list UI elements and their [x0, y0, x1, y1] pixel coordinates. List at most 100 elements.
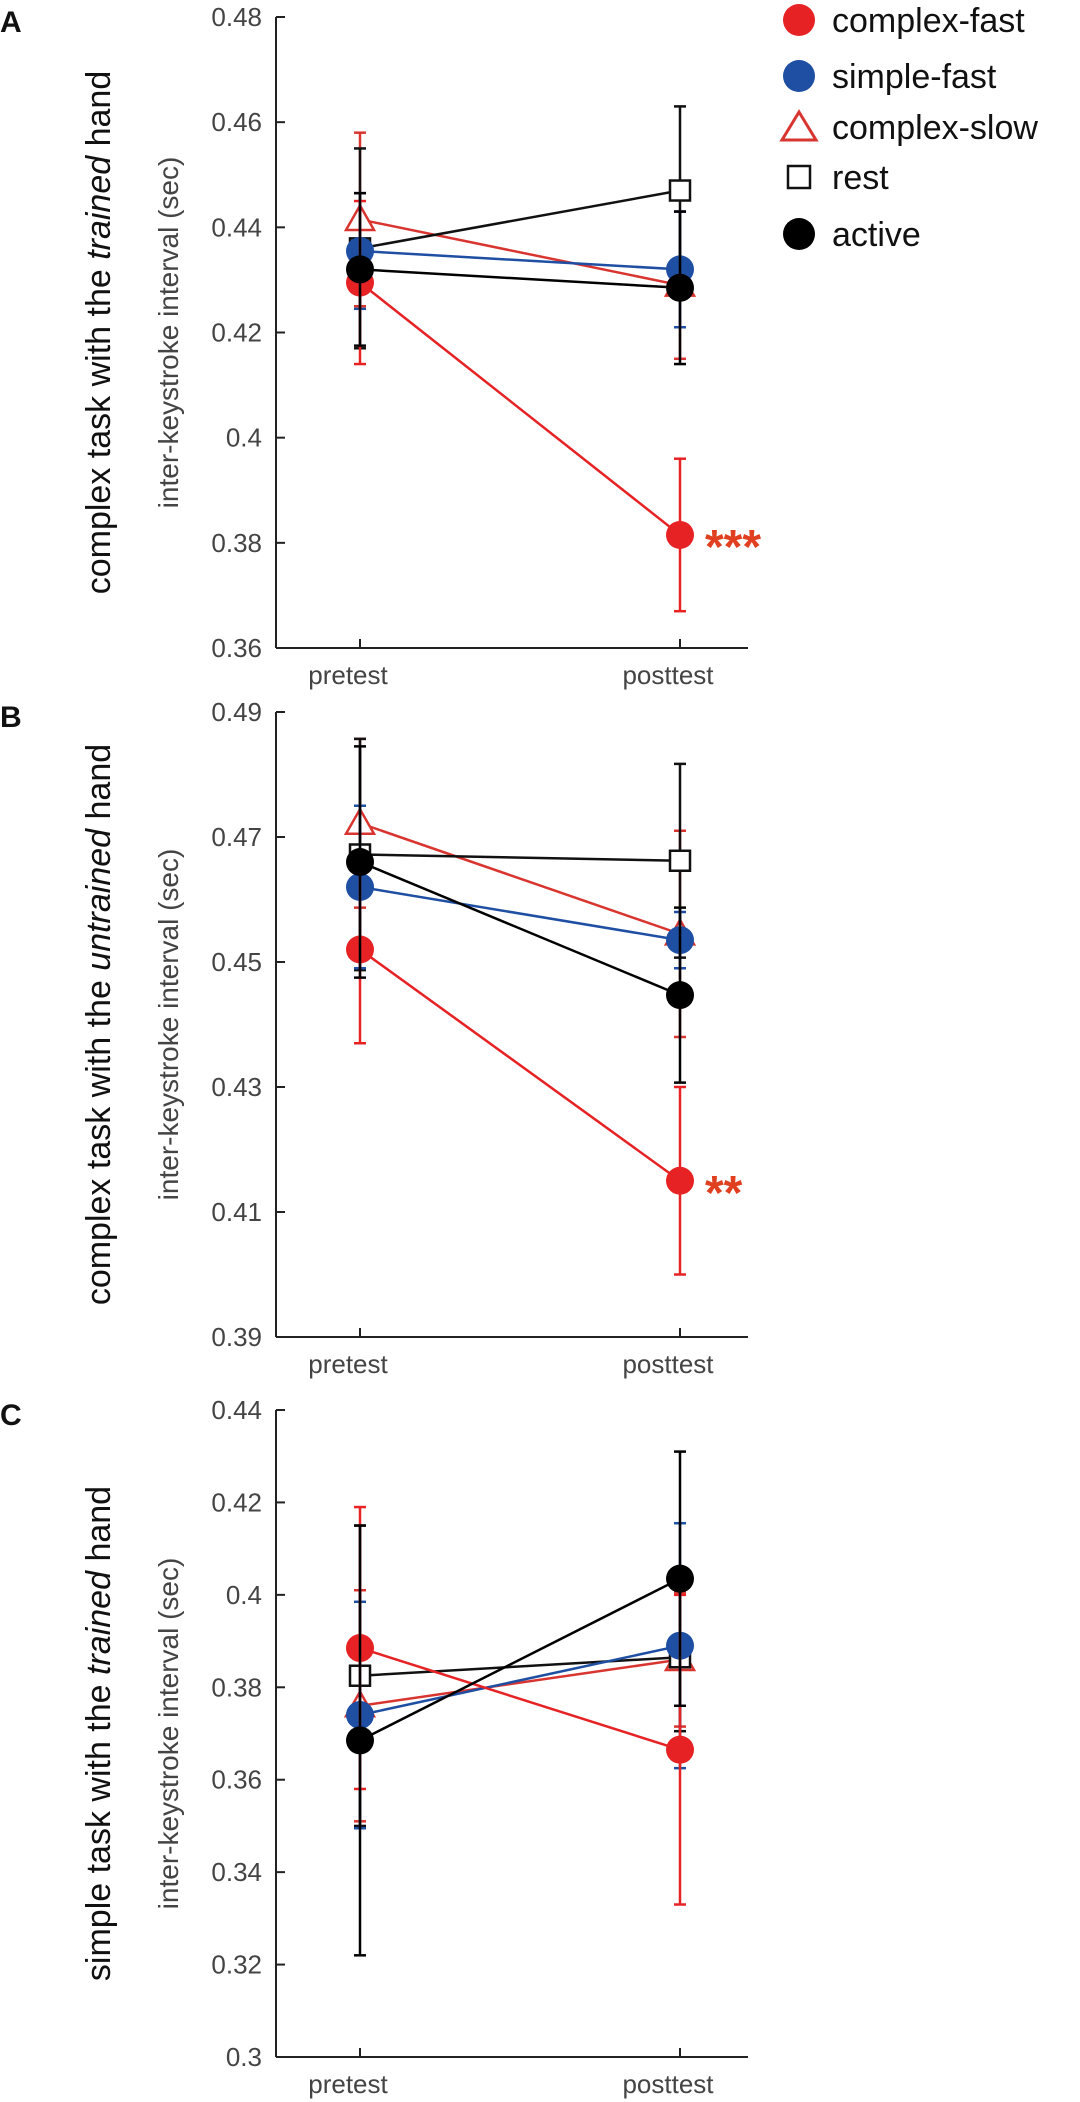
series-complex-slow: [343, 131, 697, 361]
legend: complex-fast simple-fast complex-slow rest a…: [779, 2, 1038, 254]
x-tick-label: posttest: [622, 1349, 714, 1379]
y-tick-label: 0.41: [211, 1197, 262, 1227]
data-point: [346, 255, 374, 284]
series-complex-fast: [346, 199, 694, 613]
series-line: [359, 860, 681, 997]
data-point: [668, 849, 692, 872]
legend-item-complex-fast: complex-fast: [783, 2, 1025, 40]
legend-marker: [779, 109, 819, 142]
series-line: [359, 218, 681, 287]
legend-label: rest: [832, 159, 889, 197]
series-simple-fast: [346, 804, 694, 970]
data-point: [346, 1726, 374, 1755]
series-complex-slow: [343, 737, 697, 1039]
row-label: complex task with the untrained hand: [80, 744, 118, 1305]
series-line: [359, 189, 681, 250]
y-tick-label: 0.34: [211, 1857, 262, 1887]
y-tick-label: 0.4: [226, 1580, 262, 1610]
y-tick-label: 0.44: [211, 212, 262, 242]
series-line: [359, 1577, 681, 1742]
y-tick-label: 0.44: [211, 1395, 262, 1425]
series-rest: [348, 1524, 692, 1828]
legend-label: complex-slow: [832, 109, 1038, 147]
y-axis-label: inter-keystroke interval (sec): [153, 1558, 184, 1910]
y-tick-label: 0.4: [226, 423, 262, 453]
y-tick-label: 0.49: [211, 697, 262, 727]
significance-stars: ***: [705, 521, 761, 574]
row-label-italic: untrained: [80, 828, 118, 971]
data-point: [666, 520, 694, 549]
x-tick-label: posttest: [622, 2069, 714, 2099]
y-tick-label: 0.36: [211, 1765, 262, 1795]
x-tick-label: pretest: [308, 2069, 388, 2099]
y-tick-label: 0.36: [211, 633, 262, 663]
y-axis-label: inter-keystroke interval (sec): [153, 157, 184, 509]
y-tick-label: 0.48: [211, 2, 262, 32]
series-active: [346, 191, 694, 366]
x-tick-label: pretest: [308, 660, 388, 690]
y-tick-label: 0.42: [211, 318, 262, 348]
y-tick-label: 0.39: [211, 1322, 262, 1352]
y-tick-label: 0.38: [211, 1672, 262, 1702]
legend-label: simple-fast: [832, 58, 997, 96]
panel-letter: C: [0, 1399, 22, 1432]
data-point: [666, 1735, 694, 1764]
series-complex-fast: [346, 854, 694, 1276]
legend-marker: [786, 164, 812, 190]
significance-stars: **: [705, 1167, 743, 1220]
legend-item-rest: rest: [786, 159, 889, 197]
y-tick-label: 0.38: [211, 528, 262, 558]
series-simple-fast: [346, 191, 694, 329]
series-line: [359, 249, 681, 271]
legend-label: active: [832, 216, 921, 254]
row-label-part: simple task with the: [80, 1675, 118, 1981]
series-line: [359, 885, 681, 942]
y-tick-label: 0.47: [211, 822, 262, 852]
series-active: [346, 745, 694, 1084]
x-tick-label: posttest: [622, 660, 714, 690]
row-label-part: complex task with the: [80, 971, 118, 1305]
series-rest: [348, 737, 692, 972]
legend-item-complex-slow: complex-slow: [779, 109, 1038, 147]
row-label: complex task with the trained hand: [80, 71, 118, 595]
y-tick-label: 0.3: [226, 2042, 262, 2072]
data-point: [666, 1166, 694, 1195]
series-simple-fast: [346, 1521, 694, 1830]
data-point: [666, 1564, 694, 1593]
series-line: [359, 1655, 681, 1677]
y-tick-label: 0.45: [211, 947, 262, 977]
y-tick-label: 0.42: [211, 1487, 262, 1517]
legend-marker: [783, 4, 815, 36]
series-line: [359, 1646, 681, 1751]
legend-marker: [783, 218, 815, 250]
data-point: [666, 981, 694, 1010]
row-label-part: hand: [80, 744, 118, 829]
row-label-italic: trained: [80, 155, 118, 260]
series-line: [359, 822, 681, 936]
panel-letter: A: [0, 6, 22, 39]
series-active: [346, 1450, 694, 1957]
series-line: [359, 853, 681, 862]
panel-letter: B: [0, 701, 22, 734]
y-tick-label: 0.32: [211, 1950, 262, 1980]
data-point: [668, 179, 692, 202]
row-label-italic: trained: [80, 1570, 118, 1675]
series-line: [359, 1658, 681, 1708]
x-tick-label: pretest: [308, 1349, 388, 1379]
row-label-part: hand: [80, 71, 118, 156]
series-line: [359, 948, 681, 1182]
legend-label: complex-fast: [832, 2, 1025, 40]
series-line: [359, 1644, 681, 1717]
row-label-part: hand: [80, 1486, 118, 1571]
data-point: [666, 273, 694, 302]
legend-item-simple-fast: simple-fast: [783, 58, 997, 96]
data-point: [346, 848, 374, 876]
series-line: [359, 268, 681, 290]
y-tick-label: 0.43: [211, 1072, 262, 1102]
series-line: [359, 281, 681, 536]
legend-marker: [783, 60, 815, 92]
